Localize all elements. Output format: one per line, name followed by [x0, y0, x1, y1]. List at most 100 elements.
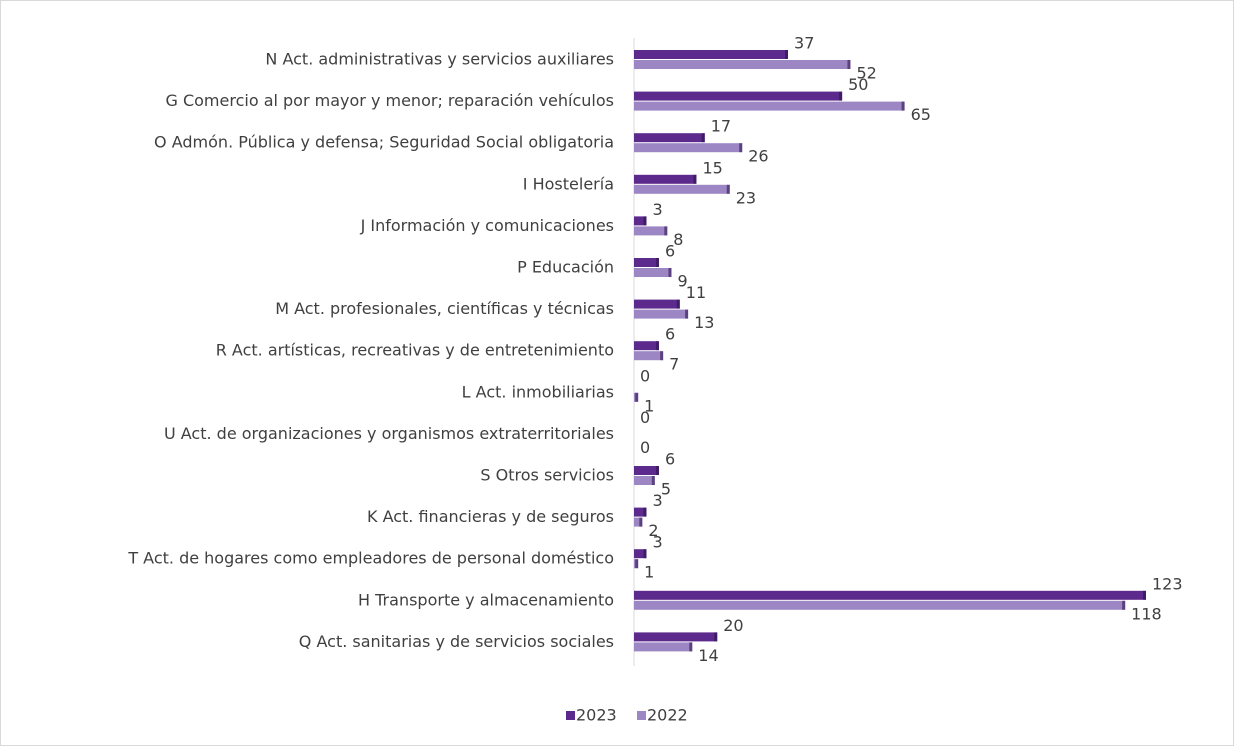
bar: [634, 133, 705, 143]
category-label: J Información y comunicaciones: [360, 216, 614, 235]
data-label: 0: [640, 408, 650, 427]
bar-edge: [655, 341, 659, 351]
data-label: 3: [652, 533, 662, 552]
bar-edge: [639, 517, 643, 527]
bar: [634, 476, 655, 485]
bar: [634, 642, 693, 652]
data-label: 20: [723, 616, 743, 635]
data-label: 65: [911, 105, 931, 124]
data-label: 23: [736, 188, 756, 207]
bar: [634, 507, 647, 517]
bar-edge: [685, 309, 689, 319]
bar-edge: [651, 476, 655, 485]
category-label: T Act. de hogares como empleadores de pe…: [127, 549, 614, 568]
data-label: 13: [694, 313, 714, 332]
category-label: H Transporte y almacenamiento: [358, 590, 614, 609]
bar-edge: [643, 507, 647, 517]
data-label: 3: [652, 491, 662, 510]
data-label: 7: [669, 355, 679, 374]
data-label: 0: [640, 438, 650, 457]
bar: [634, 299, 680, 309]
bar: [634, 590, 1146, 600]
data-label: 123: [1152, 574, 1183, 593]
bar: [634, 268, 672, 277]
legend-swatch: [637, 711, 646, 720]
bar: [634, 174, 697, 184]
bar: [634, 632, 718, 642]
data-label: 118: [1131, 604, 1162, 623]
bar: [634, 184, 730, 194]
category-label: R Act. artísticas, recreativas y de entr…: [216, 341, 614, 360]
bar-edge: [1122, 600, 1126, 610]
bar-edge: [668, 268, 672, 277]
data-label: 3: [652, 200, 662, 219]
category-label: I Hostelería: [523, 174, 614, 193]
category-label: P Educación: [517, 258, 614, 277]
bar: [634, 549, 647, 559]
bar-edge: [701, 133, 705, 143]
data-label: 2: [648, 521, 658, 540]
data-label: 6: [665, 450, 675, 469]
data-label: 1: [644, 396, 654, 415]
bar: [634, 91, 843, 101]
bar-edge: [664, 226, 668, 236]
bar-edge: [847, 60, 851, 69]
category-label: U Act. de organizaciones y organismos ex…: [164, 424, 614, 443]
bar: [634, 101, 905, 111]
data-label: 14: [698, 646, 718, 665]
bar-edge: [785, 50, 789, 59]
category-label: S Otros servicios: [480, 466, 614, 485]
legend-swatch: [566, 711, 575, 720]
bar-edge: [643, 549, 647, 559]
category-label: Q Act. sanitarias y de servicios sociale…: [299, 632, 614, 651]
bar: [634, 341, 659, 351]
data-label: 17: [711, 117, 731, 136]
bar-edge: [676, 299, 680, 309]
bar-edge: [901, 101, 905, 111]
bar: [634, 50, 789, 59]
data-label: 9: [677, 272, 687, 291]
data-label: 37: [794, 34, 814, 53]
bar: [634, 351, 664, 361]
bar-edge: [693, 174, 697, 184]
bar: [634, 258, 659, 267]
data-label: 1: [644, 563, 654, 582]
bar: [634, 60, 851, 69]
data-label: 11: [686, 283, 706, 302]
bar: [634, 517, 643, 527]
data-label: 6: [665, 325, 675, 344]
legend-label: 2022: [647, 706, 688, 725]
bar-edge: [635, 392, 639, 402]
bar: [634, 143, 743, 153]
bar: [634, 226, 668, 236]
bar-edge: [655, 466, 659, 475]
bar: [634, 466, 659, 475]
data-label: 0: [640, 366, 650, 385]
data-label: 6: [665, 242, 675, 261]
data-label: 26: [748, 147, 768, 166]
bar-edge: [635, 559, 639, 569]
bar: [634, 309, 689, 319]
bar-edge: [643, 216, 647, 226]
data-label: 50: [848, 75, 868, 94]
bar-edge: [655, 258, 659, 267]
data-label: 8: [673, 230, 683, 249]
category-label: O Admón. Pública y defensa; Seguridad So…: [154, 133, 614, 152]
category-label: G Comercio al por mayor y menor; reparac…: [165, 91, 614, 110]
category-label: L Act. inmobiliarias: [462, 382, 614, 401]
category-label: M Act. profesionales, científicas y técn…: [275, 299, 614, 318]
bar-edge: [1143, 590, 1146, 600]
bar: [634, 600, 1126, 610]
bar: [634, 216, 647, 226]
bar-edge: [714, 632, 718, 642]
data-label: 15: [702, 158, 722, 177]
data-label: 52: [856, 64, 876, 83]
bar-edge: [839, 91, 843, 101]
bar-edge: [726, 184, 730, 194]
legend-label: 2023: [576, 706, 617, 725]
category-label: N Act. administrativas y servicios auxil…: [265, 50, 614, 69]
category-label: K Act. financieras y de seguros: [367, 507, 614, 526]
bar-edge: [689, 642, 693, 652]
